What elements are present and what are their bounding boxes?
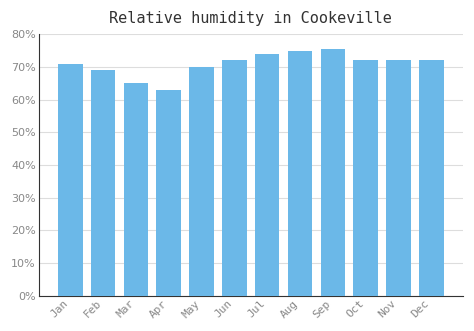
Bar bbox=[189, 67, 214, 296]
Bar bbox=[222, 60, 246, 296]
Title: Relative humidity in Cookeville: Relative humidity in Cookeville bbox=[109, 11, 392, 26]
Bar bbox=[255, 54, 280, 296]
Bar bbox=[353, 60, 378, 296]
Bar bbox=[156, 90, 181, 296]
Bar bbox=[124, 83, 148, 296]
Bar bbox=[386, 60, 411, 296]
Bar bbox=[288, 51, 312, 296]
Bar bbox=[419, 60, 444, 296]
Bar bbox=[58, 64, 82, 296]
Bar bbox=[320, 49, 345, 296]
Bar bbox=[91, 70, 115, 296]
